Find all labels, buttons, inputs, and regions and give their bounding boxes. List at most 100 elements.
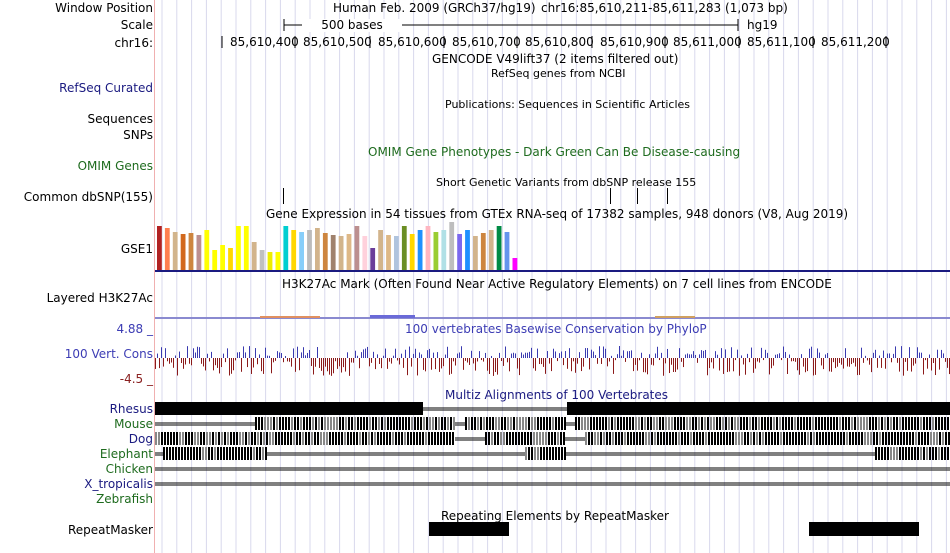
ruler-tick-label: 85,611,200 <box>821 35 890 49</box>
repeat-element <box>809 522 919 536</box>
gtex-tissue-bar <box>346 234 352 270</box>
repeat-track-label[interactable]: RepeatMasker <box>67 523 153 537</box>
gtex-tissue-bar <box>267 252 273 270</box>
multiz-alignments[interactable] <box>155 400 950 510</box>
cons-track-label[interactable]: 100 Vert. Cons <box>64 347 153 361</box>
multiz-track-title: Multiz Alignments of 100 Vertebrates <box>445 388 669 402</box>
gtex-tissue-bar <box>164 228 170 270</box>
gtex-tissue-bar <box>259 250 265 270</box>
species-rhesus[interactable]: Rhesus <box>109 402 153 416</box>
gtex-tissue-bar <box>386 235 391 270</box>
gtex-tissue-bar <box>394 236 399 270</box>
species-elephant[interactable]: Elephant <box>99 447 153 461</box>
ruler-tick-label: 85,610,800 <box>525 35 594 49</box>
alignment-row <box>155 447 949 460</box>
conservation-plot[interactable] <box>155 336 950 386</box>
gtex-tissue-bar <box>236 226 241 270</box>
gtex-tissue-bar <box>283 226 289 270</box>
gtex-tissue-bar <box>228 248 233 270</box>
alignment-row <box>155 417 949 430</box>
gtex-tissue-bar <box>480 233 486 270</box>
gtex-track-title: Gene Expression in 54 tissues from GTEx … <box>266 207 849 221</box>
chrom-label: chr16: <box>114 36 153 50</box>
h3k27ac-track-title: H3K27Ac Mark (Often Found Near Active Re… <box>282 277 832 291</box>
alignment-row <box>155 402 950 415</box>
ruler-tick-label: 85,610,500 <box>303 35 372 49</box>
gtex-gene-label[interactable]: GSE1 <box>120 242 153 256</box>
repeat-element <box>429 522 509 536</box>
gtex-tissue-bar <box>409 234 415 270</box>
gtex-tissue-bar <box>362 236 368 270</box>
gtex-tissue-bar <box>512 258 518 270</box>
gtex-tissue-bar <box>378 230 383 270</box>
gtex-tissue-bar <box>433 232 439 270</box>
window-position-label: Window Position <box>55 1 153 15</box>
gtex-tissue-bar <box>449 222 455 270</box>
scale-bar: 500 bases <box>283 18 739 32</box>
gtex-tissue-bar <box>251 242 257 270</box>
gtex-tissue-bar <box>315 228 320 270</box>
repeat-track-title: Repeating Elements by RepeatMasker <box>441 509 669 523</box>
ruler-tick-label: 85,610,700 <box>452 35 521 49</box>
gtex-expression-chart[interactable] <box>155 222 950 274</box>
gtex-tissue-bar <box>457 234 462 270</box>
gencode-track-title: GENCODE V49lift37 (2 items filtered out) <box>432 52 679 66</box>
gtex-tissue-bar <box>188 233 194 270</box>
assembly-title: Human Feb. 2009 (GRCh37/hg19) <box>333 1 536 15</box>
dbsnp-track-title: Short Genetic Variants from dbSNP releas… <box>436 176 697 189</box>
gtex-tissue-bar <box>299 232 304 270</box>
scale-assembly: hg19 <box>747 18 778 32</box>
gtex-tissue-bar <box>212 250 218 270</box>
refseq-track-title: RefSeq genes from NCBI <box>491 67 626 80</box>
dbsnp-variants[interactable] <box>155 188 950 204</box>
species-mouse[interactable]: Mouse <box>114 417 153 431</box>
ruler-tick-label: 85,610,600 <box>378 35 447 49</box>
alignment-row <box>155 467 950 471</box>
snps-label[interactable]: SNPs <box>123 128 153 142</box>
gtex-tissue-bar <box>504 232 510 270</box>
gtex-tissue-bar <box>354 226 360 270</box>
gtex-tissue-bar <box>243 226 249 270</box>
species-dog[interactable]: Dog <box>128 432 153 446</box>
gtex-tissue-bar <box>220 245 225 270</box>
refseq-track-label[interactable]: RefSeq Curated <box>59 81 153 95</box>
gtex-tissue-bar <box>291 230 297 270</box>
species-chicken[interactable]: Chicken <box>105 462 153 476</box>
alignment-row <box>155 482 950 486</box>
gtex-tissue-bar <box>157 226 162 270</box>
cons-min-label: -4.5 _ <box>119 372 153 386</box>
h3k27ac-track-label[interactable]: Layered H3K27Ac <box>46 291 153 305</box>
scale-label: Scale <box>120 18 153 32</box>
cons-max-label: 4.88 _ <box>116 322 153 336</box>
position-text[interactable]: chr16:85,610,211-85,611,283 (1,073 bp) <box>541 1 788 15</box>
species-zebrafish[interactable]: Zebrafish <box>96 492 153 506</box>
gtex-tissue-bar <box>330 235 336 270</box>
snp-variant <box>610 188 611 204</box>
ruler-tick-label: 85,610,400 <box>230 35 299 49</box>
gtex-tissue-bar <box>275 252 281 270</box>
scale-value: 500 bases <box>321 18 383 32</box>
omim-track-title: OMIM Gene Phenotypes - Dark Green Can Be… <box>368 145 741 159</box>
gtex-tissue-bar <box>425 226 431 270</box>
snp-variant <box>283 188 284 204</box>
ruler-tick-label: 85,610,900 <box>600 35 669 49</box>
gtex-tissue-bar <box>322 233 328 270</box>
omim-track-label[interactable]: OMIM Genes <box>77 159 153 173</box>
gtex-tissue-bar <box>172 232 178 270</box>
gtex-tissue-bar <box>401 226 407 270</box>
gtex-tissue-bar <box>338 236 344 270</box>
snp-variant <box>637 188 638 204</box>
gtex-tissue-bar <box>441 230 447 270</box>
gtex-tissue-bar <box>496 226 502 270</box>
repeat-elements[interactable] <box>155 521 950 537</box>
position-ruler[interactable]: 85,610,400 85,610,500 85,610,600 85,610,700… <box>155 34 950 50</box>
gtex-tissue-bar <box>196 235 202 270</box>
dbsnp-track-label[interactable]: Common dbSNP(155) <box>23 190 153 204</box>
sequences-label[interactable]: Sequences <box>87 112 153 126</box>
ruler-tick-label: 85,611,100 <box>747 35 816 49</box>
h3k27ac-signal[interactable] <box>155 314 950 320</box>
gtex-tissue-bar <box>307 230 312 270</box>
species-x-tropicalis[interactable]: X_tropicalis <box>84 477 153 491</box>
cons-track-title: 100 vertebrates Basewise Conservation by… <box>405 322 707 336</box>
gtex-tissue-bar <box>465 230 470 270</box>
